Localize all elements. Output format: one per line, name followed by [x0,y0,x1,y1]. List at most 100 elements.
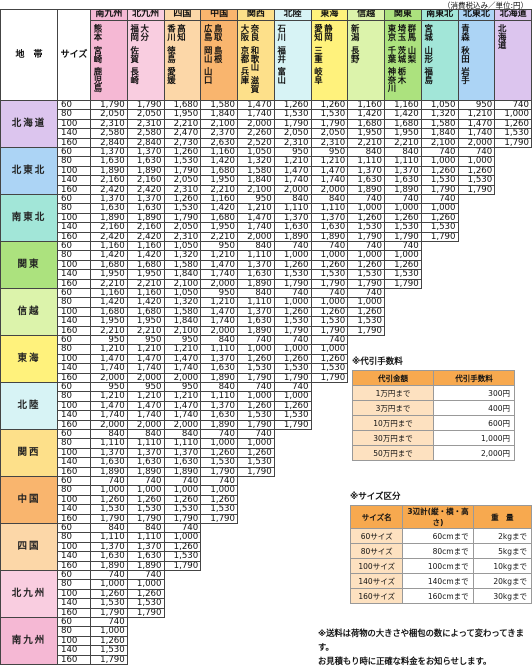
origin-zone: 北陸 [0,382,58,430]
prefecture: 兵庫 [240,67,250,85]
prefecture: 栃木 [397,67,407,85]
cod-fee: 300円 [433,385,515,401]
cod-title: ※代引手数料 [352,357,403,367]
prefecture: 富山 [276,67,287,85]
price-cell: 1,790 [420,231,459,242]
prefecture: 福島 [423,67,434,85]
prefecture-list: 大阪 京都 兵庫 奈良 和歌山 滋賀 [237,20,275,101]
size-name: 140サイズ [349,573,404,589]
origin-zone: 北海道 [0,100,58,148]
prefecture: 石川 [276,24,287,41]
prefecture: 神奈川 [387,67,397,93]
footer-line: ※送料は荷物の大きさや梱包の数によって変わってきます。 [318,628,524,652]
cod-amount: 3万円まで [352,400,434,416]
size-header: サイズ名 [349,505,404,529]
prefecture-list: 青森 秋田 岩手 [457,20,496,101]
size-header: 3辺計(縦・横・高さ) [402,505,474,529]
size-table: サイズ名 3辺計(縦・横・高さ) 重 量 60サイズ 60cmまで 2kgまで 80サイズ… [349,505,532,604]
prefecture: 福岡 [129,24,140,41]
prefecture-list: 香川 徳島 愛媛 高知 [163,20,202,101]
cod-header: 代引手数料 [433,370,515,386]
prefecture: 三重 [313,45,324,63]
prefecture: 滋賀 [250,75,260,93]
prefecture: 秋田 [460,45,471,63]
size-row: 100サイズ 100cmまで 10kgまで [349,558,532,574]
prefecture: 長崎 [129,67,140,85]
cod-fee: 400円 [433,400,515,416]
zone-header: 地 帯 [0,9,58,101]
cod-amount: 10万円まで [352,415,434,431]
size-row: 60サイズ 60cmまで 2kgまで [349,528,532,544]
prefecture-list: 東京 千葉 神奈川 埼玉 茨城 栃木 群馬 山梨 [384,20,422,101]
prefecture: 島根 [213,45,224,63]
origin-zone: 北東北 [0,147,58,195]
size-dimension: 60cmまで [402,528,474,544]
size-class-box: ※サイズ区分 サイズ名 3辺計(縦・横・高さ) 重 量 60サイズ 60cmまで 2kg… [349,490,532,604]
price-cell: 1,790 [384,278,422,289]
prefecture: 山形 [423,45,434,63]
price-cell: 1,790 [237,466,275,477]
prefecture: 和歌山 [250,45,260,71]
cod-row: 1万円まで 300円 [352,385,515,401]
origin-zone: 中国 [0,476,58,524]
cod-row: 30万円まで 1,000円 [352,430,515,446]
size-row: 160サイズ 160cmまで 30kgまで [349,588,532,604]
price-cell: 1,790 [494,137,532,148]
prefecture-list: 宮城 山形 福島 [420,20,459,101]
prefecture: 岩手 [460,67,471,85]
size-weight: 10kgまで [472,558,532,574]
origin-zone: 北九州 [0,570,58,618]
cod-row: 10万円まで 600円 [352,415,515,431]
prefecture-list: 新潟 長野 [347,20,385,101]
price-cell: 1,790 [457,184,496,195]
prefecture: 福井 [276,45,287,63]
tax-note: （消費税込み／単位:円） [442,1,528,10]
cod-fee-box: ※代引手数料 代引金額 代引手数料 1万円まで 300円 3万円まで 400円 10万円ま… [352,355,515,461]
size-name: 80サイズ [349,543,404,559]
size-weight: 2kgまで [472,528,532,544]
origin-zone: 南東北 [0,194,58,242]
prefecture: 群馬 [407,24,417,41]
prefecture: 愛媛 [166,67,177,85]
prefecture: 大分 [139,24,150,41]
cod-row: 50万円まで 2,000円 [352,445,515,461]
prefecture: 徳島 [166,45,177,63]
size-weight: 5kgまで [472,543,532,559]
origin-zone: 信越 [0,288,58,336]
prefecture: 宮城 [423,24,434,41]
size-row: 140サイズ 140cmまで 20kgまで [349,573,532,589]
prefecture: 新潟 [350,24,361,41]
cod-amount: 1万円まで [352,385,434,401]
prefecture: 青森 [460,24,471,41]
size-dimension: 160cmまで [402,588,474,604]
price-cell: 1,790 [273,419,312,430]
price-cell: 1,790 [200,513,238,524]
size-title: ※サイズ区分 [350,492,401,502]
size-name: 160サイズ [349,588,404,604]
prefecture: 香川 [166,24,177,41]
size-dimension: 100cmまで [402,558,474,574]
prefecture: 高知 [176,24,187,41]
prefecture: 北海道 [497,24,508,50]
prefecture: 佐賀 [129,45,140,63]
cod-fee: 1,000円 [433,430,515,446]
prefecture: 宮崎 [93,45,103,63]
cod-table: 代引金額 代引手数料 1万円まで 300円 3万円まで 400円 10万円まで 600円 30… [352,370,515,461]
prefecture: 鳥取 [213,24,224,41]
prefecture-list: 愛知 三重 岐阜 静岡 [310,20,349,101]
prefecture: 岐阜 [313,67,324,85]
size-dimension: 140cmまで [402,573,474,589]
cod-row: 3万円まで 400円 [352,400,515,416]
prefecture-list: 北海道 [494,20,532,101]
origin-zone: 南九州 [0,617,58,665]
price-cell: 1,790 [310,372,349,383]
size-name: 60サイズ [349,528,404,544]
size-weight: 20kgまで [472,573,532,589]
prefecture-list: 広島 岡山 山口 鳥取 島根 [200,20,238,101]
prefecture: 山口 [203,67,214,85]
prefecture-list: 福岡 佐賀 長崎 大分 [126,20,165,101]
size-name: 100サイズ [349,558,404,574]
cod-amount: 50万円まで [352,445,434,461]
prefecture: 千葉 [387,45,397,63]
